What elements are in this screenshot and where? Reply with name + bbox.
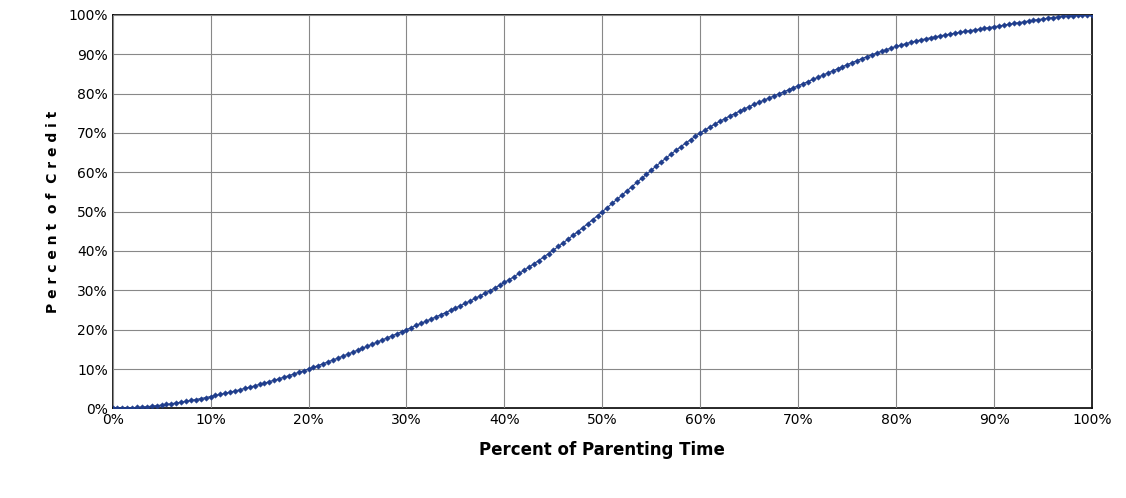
Y-axis label: P e r c e n t  o f  C r e d i t: P e r c e n t o f C r e d i t [46,111,60,313]
X-axis label: Percent of Parenting Time: Percent of Parenting Time [480,441,725,459]
